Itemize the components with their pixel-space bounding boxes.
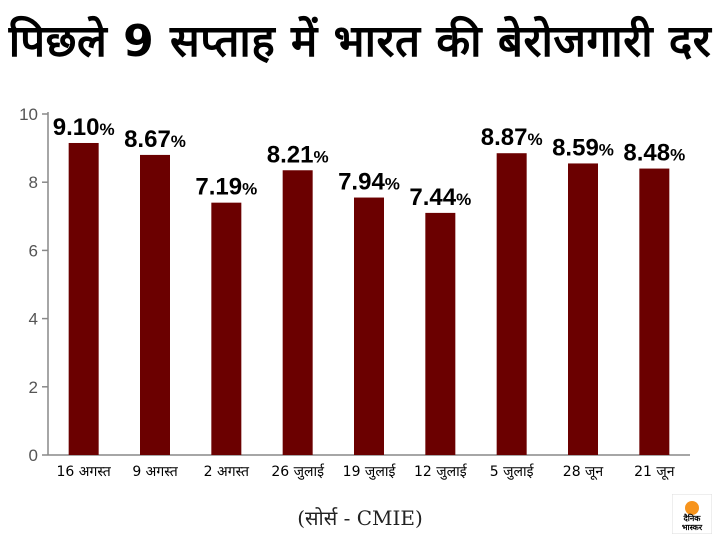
logo-line2: भास्कर (682, 523, 703, 532)
bar-value-label: 7.19% (195, 174, 257, 201)
bar-value-label: 7.94% (338, 169, 400, 196)
chart-category-labels: 16 अगस्त 9 अगस्त 2 अगस्त 26 जुलाई 19 जुलाई 12… (57, 463, 675, 480)
dainik-bhaskar-logo: दैनिक भास्कर (672, 494, 712, 534)
bar-value-label: 8.87% (481, 124, 543, 151)
x-category-label: 16 अगस्त (57, 464, 112, 480)
y-tick-label: 10 (19, 105, 38, 124)
x-category-label: 9 अगस्त (132, 464, 178, 480)
y-tick-label: 4 (29, 310, 38, 329)
bar-value-label: 7.44% (409, 184, 471, 211)
bar-value-label: 8.21% (267, 141, 329, 168)
chart-bars (68, 142, 670, 456)
logo-line1: दैनिक (683, 513, 702, 523)
bar-value-label: 8.48% (623, 140, 685, 167)
x-category-label: 2 अगस्त (204, 464, 250, 480)
bar (282, 170, 313, 455)
x-category-label: 21 जून (634, 464, 675, 480)
bar-value-label: 8.59% (552, 134, 614, 161)
x-category-label: 5 जुलाई (490, 463, 535, 480)
bar (496, 153, 527, 455)
bar-chart: 0 2 4 6 8 10 9.10% 8.67% 7.19% 8.21% 7.94% 7.44% 8.… (19, 105, 690, 480)
bar (68, 142, 99, 456)
bar (211, 202, 242, 455)
x-category-label: 19 जुलाई (343, 463, 397, 480)
y-tick-label: 2 (29, 378, 38, 397)
sun-icon (685, 501, 699, 515)
chart-data-labels: 9.10% 8.67% 7.19% 8.21% 7.94% 7.44% 8.87% 8.59%… (53, 114, 686, 211)
x-category-label: 28 जून (563, 464, 604, 480)
y-tick-label: 6 (29, 241, 38, 260)
bar-value-label: 9.10% (53, 114, 115, 141)
y-tick-label: 0 (29, 446, 38, 465)
bar (140, 154, 170, 456)
bar (568, 163, 598, 455)
chart-title: पिछले 9 सप्ताह में भारत की बेरोजगारी दर (8, 16, 712, 67)
y-tick-label: 8 (29, 173, 38, 192)
bar (354, 197, 384, 456)
bar-value-label: 8.67% (124, 126, 186, 153)
source-note: (सोर्स - CMIE) (297, 506, 423, 530)
bar (639, 168, 670, 455)
bar (425, 212, 456, 455)
x-category-label: 26 जुलाई (271, 463, 325, 480)
x-category-label: 12 जुलाई (414, 463, 468, 480)
